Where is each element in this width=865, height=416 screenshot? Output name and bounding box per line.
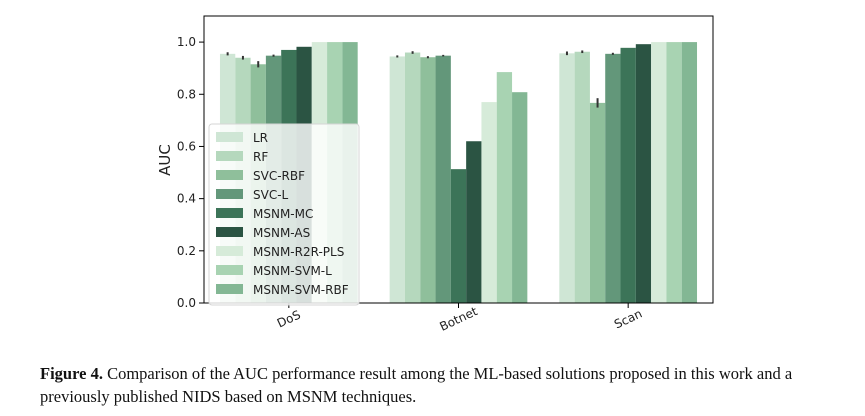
legend-label: MSNM-AS [253,226,310,240]
caption-text: Comparison of the AUC performance result… [40,364,793,406]
bar-msnm-as-scan [635,44,652,304]
legend-label: SVC-RBF [253,169,305,183]
bar-svc-l-scan [605,53,621,303]
bar-lr-botnet [389,56,405,303]
bar-msnm-mc-botnet [450,169,467,303]
x-tick-label: Botnet [437,304,479,334]
y-tick-label: 0.0 [177,296,196,310]
legend-label: MSNM-R2R-PLS [253,245,344,259]
bar-svc-l-botnet [435,55,451,303]
bar-lr-scan [559,53,575,304]
figure-caption: Figure 4. Comparison of the AUC performa… [40,362,840,408]
legend-label: RF [253,150,268,164]
error-bars-layer [226,50,614,108]
auc-bar-chart: 0.0 0.2 0.4 0.6 0.8 1.0 DoS Botnet Scan AUC LR R… [156,15,714,334]
bar-rf-botnet [404,52,421,303]
bar-msnm-as-botnet [466,141,482,303]
legend-swatch [216,151,243,161]
legend-label: SVC-L [253,188,289,202]
bar-msnm-r2r-pls-scan [651,42,667,304]
bar-msnm-svm-rbf-scan [681,42,698,304]
bar-msnm-mc-scan [620,47,636,303]
legend-swatch [216,189,243,199]
legend-swatch [216,284,243,294]
bar-svc-rbf-botnet [420,57,436,303]
bar-svc-rbf-scan [589,102,606,303]
legend-label: MSNM-SVM-L [253,264,332,278]
legend-box [208,123,360,306]
x-tick-label: DoS [275,308,303,331]
legend-swatch [216,265,243,275]
legend: LR RF SVC-RBF SVC-L MSNM-MC MSNM-AS MSNM-R2R-P… [208,123,360,306]
legend-swatch [216,246,243,256]
legend-swatch [216,132,243,142]
bar-msnm-r2r-pls-botnet [481,102,497,303]
y-tick-label: 0.8 [177,87,196,101]
legend-label: LR [253,131,268,145]
legend-label: MSNM-MC [253,207,313,221]
y-tick-label: 0.4 [177,192,196,206]
legend-swatch [216,208,243,218]
x-tick-label: Scan [612,306,644,331]
legend-swatch [216,227,243,237]
legend-label: MSNM-SVM-RBF [253,283,349,297]
bar-rf-scan [574,51,590,303]
y-tick-label: 1.0 [177,35,196,49]
bar-msnm-svm-l-botnet [496,72,513,303]
legend-swatch [216,170,243,180]
bar-msnm-svm-l-scan [666,42,682,304]
bar-msnm-svm-rbf-botnet [512,92,528,303]
y-tick-label: 0.2 [177,244,196,258]
y-axis-label: AUC [156,144,174,176]
caption-label: Figure 4. [40,364,103,383]
y-tick-label: 0.6 [177,139,196,153]
y-axis: 0.0 0.2 0.4 0.6 0.8 1.0 [177,35,204,310]
x-axis: DoS Botnet Scan [275,303,644,334]
